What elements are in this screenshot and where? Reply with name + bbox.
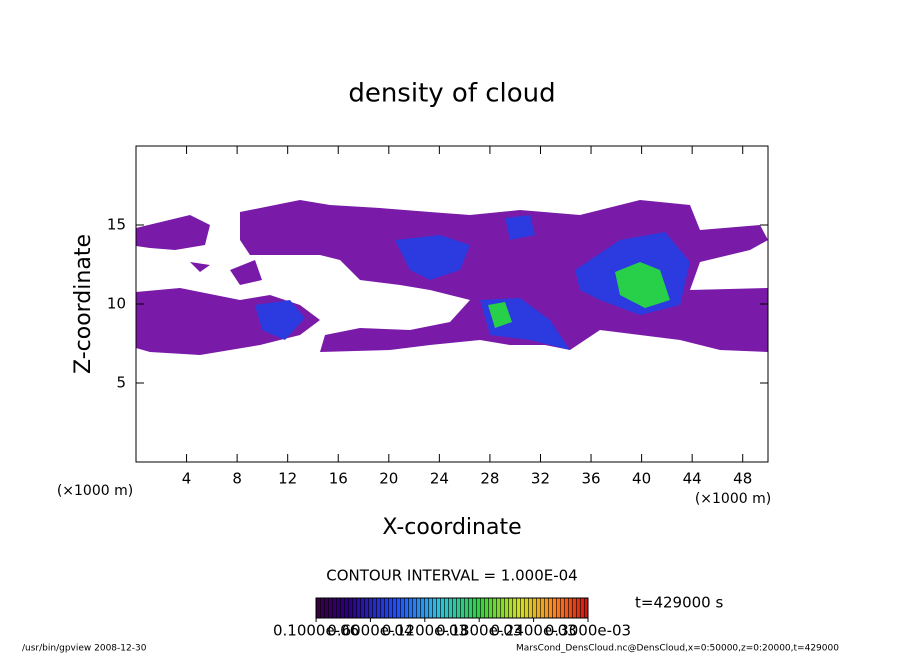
x-tick-label: 16 (329, 470, 348, 488)
x-tick-label: 48 (733, 470, 752, 488)
x-tick-label: 12 (278, 470, 297, 488)
x-axis-label: X-coordinate (382, 515, 521, 540)
time-label: t=429000 s (635, 594, 723, 612)
colorbar-frame (315, 597, 589, 619)
chart-title: density of cloud (348, 79, 555, 109)
x-tick-label: 32 (531, 470, 550, 488)
x-tick-label: 24 (430, 470, 449, 488)
x-tick-label: 40 (632, 470, 651, 488)
colorbar-tick-label: 0.1200e-03 (382, 622, 468, 640)
colorbar-tick-label: 0.2400e-03 (490, 622, 576, 640)
colorbar-tick-label: 0.1800e-03 (436, 622, 522, 640)
x-tick-label: 20 (379, 470, 398, 488)
colorbar-tick-label: 0.1000e-06 (273, 622, 359, 640)
x-tick-label: 44 (683, 470, 702, 488)
x-tick-label: 8 (232, 470, 242, 488)
footer-left: /usr/bin/gpview 2008-12-30 (22, 644, 147, 654)
y-unit: (×1000 m) (57, 483, 133, 499)
y-tick-label: 15 (107, 216, 126, 234)
x-tick-label: 4 (182, 470, 192, 488)
cloud-core (488, 262, 670, 328)
contour-interval: CONTOUR INTERVAL = 1.000E-04 (326, 567, 577, 585)
y-tick-label: 5 (116, 374, 126, 392)
y-tick-label: 10 (107, 295, 126, 313)
y-axis-label: Z-coordinate (71, 234, 96, 374)
x-tick-label: 28 (480, 470, 499, 488)
cloud-core (255, 215, 690, 350)
cloud-field (136, 200, 768, 355)
x-tick-label: 36 (581, 470, 600, 488)
footer-right: MarsCond_DensCloud.nc@DensCloud,x=0:5000… (516, 644, 839, 654)
colorbar-tick-label: 0.6000e-04 (327, 622, 413, 640)
colorbar-tick-label: 0.3000e-03 (545, 622, 631, 640)
x-unit: (×1000 m) (695, 491, 771, 507)
